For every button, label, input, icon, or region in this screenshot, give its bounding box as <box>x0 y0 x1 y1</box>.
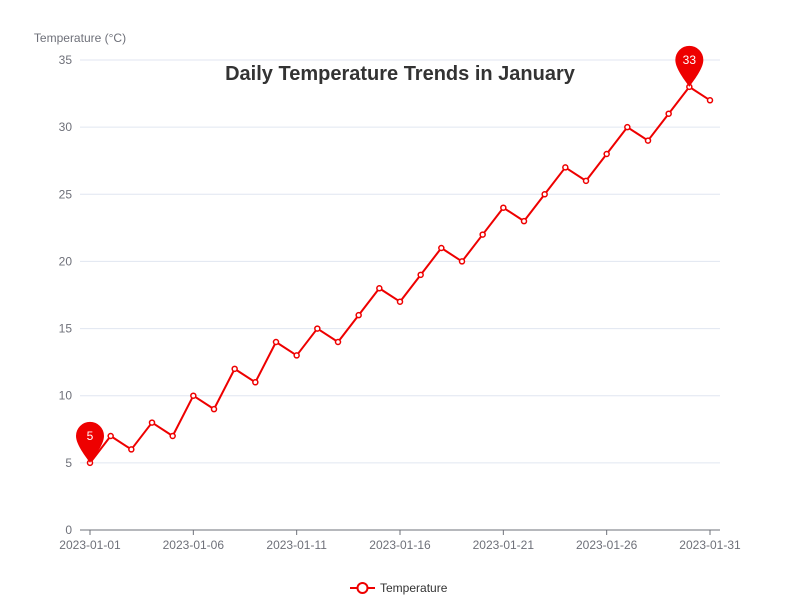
y-tick-label: 15 <box>59 322 73 336</box>
data-point[interactable] <box>603 150 610 158</box>
data-point[interactable] <box>210 405 218 413</box>
chart-title: Daily Temperature Trends in January <box>225 63 576 85</box>
x-tick-label: 2023-01-26 <box>576 538 638 552</box>
y-tick-label: 5 <box>65 456 72 470</box>
y-tick-label: 25 <box>59 187 73 201</box>
data-point[interactable] <box>520 217 528 225</box>
data-point[interactable] <box>500 204 507 211</box>
data-point[interactable] <box>293 352 300 359</box>
x-tick-label: 2023-01-06 <box>163 538 225 552</box>
data-point[interactable] <box>541 191 548 198</box>
data-point[interactable] <box>665 110 672 117</box>
x-tick-label: 2023-01-01 <box>59 538 121 552</box>
y-tick-label: 30 <box>59 120 73 134</box>
x-tick-label: 2023-01-11 <box>266 538 327 552</box>
series-temperature[interactable] <box>86 83 714 467</box>
data-point[interactable] <box>190 392 197 399</box>
data-point[interactable] <box>562 164 569 171</box>
data-point[interactable] <box>438 244 445 252</box>
pin-shape <box>675 45 704 87</box>
data-point[interactable] <box>458 258 466 265</box>
data-point[interactable] <box>314 325 321 332</box>
data-point[interactable] <box>107 432 114 440</box>
x-tick-label: 2023-01-16 <box>369 538 431 552</box>
data-point[interactable] <box>644 137 652 144</box>
data-point[interactable] <box>396 298 404 305</box>
data-point[interactable] <box>417 271 424 279</box>
series-line <box>89 85 711 464</box>
data-point[interactable] <box>272 338 280 346</box>
legend[interactable]: Temperature <box>350 581 448 595</box>
data-point[interactable] <box>169 432 176 440</box>
data-point[interactable] <box>624 123 631 131</box>
data-point[interactable] <box>582 177 590 185</box>
data-point[interactable] <box>252 379 259 386</box>
axes: 0 5 10 15 20 25 30 35 2023-01-01 2023-01-06 2023-0… <box>59 53 741 552</box>
pin-shape <box>76 421 104 463</box>
x-tick-label: 2023-01-31 <box>679 538 741 552</box>
grid-lines <box>80 59 720 464</box>
x-tick-label: 2023-01-21 <box>473 538 535 552</box>
y-tick-label: 10 <box>59 389 73 403</box>
pin-label: 33 <box>683 53 697 67</box>
min-value-pin: 5 <box>76 421 104 463</box>
pin-label: 5 <box>87 429 94 443</box>
y-tick-label: 20 <box>59 254 73 268</box>
legend-circle-icon <box>356 582 369 594</box>
max-value-pin: 33 <box>675 45 704 87</box>
data-point[interactable] <box>334 338 342 346</box>
data-point[interactable] <box>231 365 238 373</box>
data-point[interactable] <box>706 97 714 104</box>
y-axis-title: Temperature (°C) <box>34 31 126 45</box>
data-point[interactable] <box>479 231 486 238</box>
markers: 5 33 <box>76 45 704 463</box>
data-point[interactable] <box>376 285 383 292</box>
legend-label-temperature: Temperature <box>380 581 448 595</box>
data-point[interactable] <box>128 446 135 453</box>
y-tick-label: 35 <box>59 53 73 67</box>
data-point[interactable] <box>355 311 362 319</box>
y-tick-label: 0 <box>65 523 72 537</box>
data-point[interactable] <box>148 419 156 426</box>
